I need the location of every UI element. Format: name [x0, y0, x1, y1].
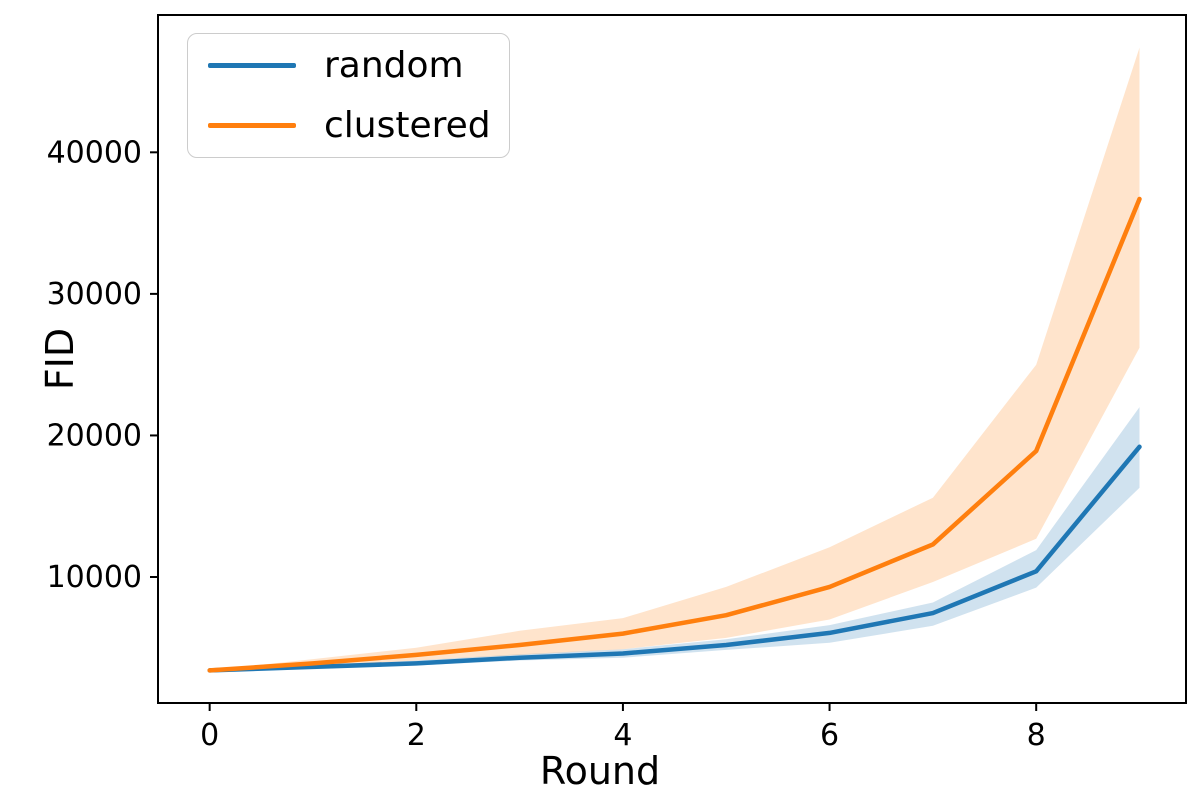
plot-border — [157, 14, 1187, 704]
random-line-swatch — [208, 63, 296, 68]
x-tick-label: 4 — [613, 718, 632, 753]
x-axis-label: Round — [539, 749, 661, 793]
legend-label-clustered: clustered — [324, 104, 491, 146]
legend-item-random: random — [198, 41, 499, 91]
y-tick-label: 20000 — [47, 418, 142, 453]
y-tick-label: 30000 — [47, 277, 142, 312]
legend: random clustered — [187, 33, 510, 158]
x-tick-label: 0 — [200, 718, 219, 753]
clustered-line-swatch — [208, 123, 296, 128]
y-tick-label: 40000 — [47, 135, 142, 170]
confidence-bands — [209, 47, 1140, 671]
y-axis-label: FID — [38, 327, 82, 391]
plot-spines — [157, 14, 1187, 704]
series-clustered-band — [209, 47, 1140, 671]
x-tick-label: 6 — [820, 718, 839, 753]
series-clustered-line — [207, 196, 1142, 673]
series-random-line — [207, 444, 1142, 673]
legend-item-clustered: clustered — [198, 101, 499, 151]
x-tick-label: 2 — [407, 718, 426, 753]
series-lines — [207, 196, 1142, 673]
legend-label-random: random — [324, 44, 464, 86]
x-tick-label: 8 — [1027, 718, 1046, 753]
axis-ticks — [150, 151, 1038, 711]
y-tick-label: 10000 — [47, 560, 142, 595]
axis-tick-labels: 0 2 4 6 8 10000 20000 30000 40000 — [47, 135, 1046, 753]
